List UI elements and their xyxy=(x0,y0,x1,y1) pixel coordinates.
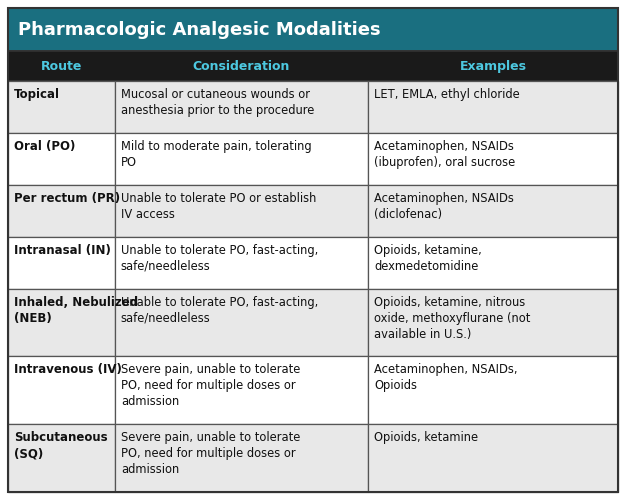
Text: Pharmacologic Analgesic Modalities: Pharmacologic Analgesic Modalities xyxy=(18,20,381,38)
Text: Opioids, ketamine, nitrous
oxide, methoxyflurane (not
available in U.S.): Opioids, ketamine, nitrous oxide, methox… xyxy=(374,296,530,341)
Bar xyxy=(8,185,115,237)
Text: Acetaminophen, NSAIDs,
Opioids: Acetaminophen, NSAIDs, Opioids xyxy=(374,364,518,392)
Bar xyxy=(368,133,618,185)
Bar xyxy=(8,8,618,52)
Bar xyxy=(368,356,618,424)
Text: Intravenous (IV): Intravenous (IV) xyxy=(14,364,122,376)
Text: Intranasal (IN): Intranasal (IN) xyxy=(14,244,111,257)
Bar xyxy=(368,185,618,237)
Bar xyxy=(8,82,115,133)
Bar xyxy=(368,288,618,356)
Text: Consideration: Consideration xyxy=(193,60,290,73)
Text: Mucosal or cutaneous wounds or
anesthesia prior to the procedure: Mucosal or cutaneous wounds or anesthesi… xyxy=(121,88,314,118)
Bar xyxy=(368,237,618,288)
Bar xyxy=(115,424,368,492)
Bar xyxy=(8,52,618,82)
Text: Examples: Examples xyxy=(459,60,526,73)
Bar xyxy=(115,185,368,237)
Text: Topical: Topical xyxy=(14,88,60,102)
Text: LET, EMLA, ethyl chloride: LET, EMLA, ethyl chloride xyxy=(374,88,520,102)
Text: Severe pain, unable to tolerate
PO, need for multiple doses or
admission: Severe pain, unable to tolerate PO, need… xyxy=(121,364,300,408)
Text: Acetaminophen, NSAIDs
(ibuprofen), oral sucrose: Acetaminophen, NSAIDs (ibuprofen), oral … xyxy=(374,140,515,169)
Text: Unable to tolerate PO or establish
IV access: Unable to tolerate PO or establish IV ac… xyxy=(121,192,316,221)
Bar xyxy=(368,424,618,492)
Bar xyxy=(8,424,115,492)
Bar xyxy=(115,356,368,424)
Text: Opioids, ketamine,
dexmedetomidine: Opioids, ketamine, dexmedetomidine xyxy=(374,244,481,273)
Text: Mild to moderate pain, tolerating
PO: Mild to moderate pain, tolerating PO xyxy=(121,140,311,169)
Bar xyxy=(8,356,115,424)
Bar xyxy=(8,288,115,356)
Text: Inhaled, Nebulized
(NEB): Inhaled, Nebulized (NEB) xyxy=(14,296,138,324)
Text: Severe pain, unable to tolerate
PO, need for multiple doses or
admission: Severe pain, unable to tolerate PO, need… xyxy=(121,431,300,476)
Bar xyxy=(8,133,115,185)
Text: Unable to tolerate PO, fast-acting,
safe/needleless: Unable to tolerate PO, fast-acting, safe… xyxy=(121,296,318,324)
Bar xyxy=(368,82,618,133)
Bar xyxy=(8,237,115,288)
Bar xyxy=(115,82,368,133)
Text: Per rectum (PR): Per rectum (PR) xyxy=(14,192,120,205)
Text: Route: Route xyxy=(41,60,82,73)
Text: Subcutaneous
(SQ): Subcutaneous (SQ) xyxy=(14,431,108,460)
Text: Opioids, ketamine: Opioids, ketamine xyxy=(374,431,478,444)
Text: Acetaminophen, NSAIDs
(diclofenac): Acetaminophen, NSAIDs (diclofenac) xyxy=(374,192,514,221)
Text: Unable to tolerate PO, fast-acting,
safe/needleless: Unable to tolerate PO, fast-acting, safe… xyxy=(121,244,318,273)
Text: Oral (PO): Oral (PO) xyxy=(14,140,75,153)
Bar xyxy=(115,133,368,185)
Bar xyxy=(115,288,368,356)
Bar xyxy=(115,237,368,288)
